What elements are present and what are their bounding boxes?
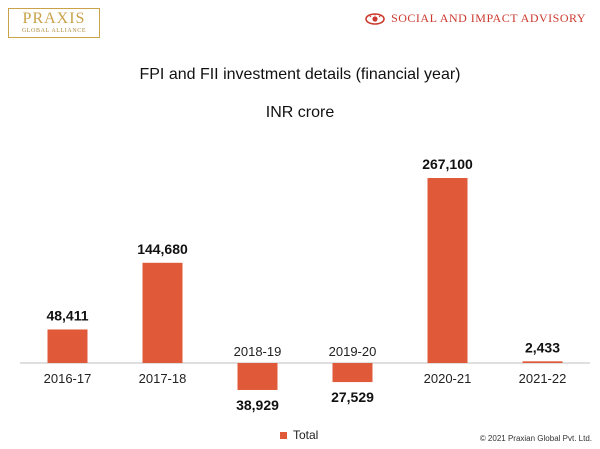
value-label-2018-19: 38,929 [236, 397, 279, 413]
advisory-text: SOCIAL AND IMPACT ADVISORY [391, 11, 586, 25]
value-label-2020-21: 267,100 [422, 156, 473, 172]
copyright: © 2021 Praxian Global Pvt. Ltd. [479, 434, 592, 443]
bar-2021-22 [522, 361, 563, 363]
value-label-2017-18: 144,680 [137, 241, 188, 257]
value-label-2016-17: 48,411 [46, 307, 88, 323]
legend-swatch [280, 431, 287, 439]
eye-icon [365, 12, 385, 25]
legend: Total [280, 428, 318, 442]
bar-2017-18 [142, 262, 183, 363]
chart-subtitle: INR crore [265, 104, 335, 121]
logo-main-text: PRAXIS [22, 10, 86, 27]
category-label-2019-20: 2019-20 [329, 344, 377, 359]
bar-2019-20 [332, 363, 373, 383]
category-label-2020-21: 2020-21 [424, 371, 472, 386]
logo-sub-text: GLOBAL ALLIANCE [21, 28, 87, 34]
category-label-2018-19: 2018-19 [234, 344, 282, 359]
bar-2016-17 [47, 329, 88, 363]
category-label-2021-22: 2021-22 [519, 371, 567, 386]
category-label-2016-17: 2016-17 [44, 371, 92, 386]
bar-2020-21 [427, 178, 468, 363]
bar-2018-19 [237, 363, 278, 390]
value-label-2021-22: 2,433 [525, 339, 560, 355]
chart-title: FPI and FII investment details (financia… [139, 66, 461, 83]
praxis-logo: PRAXIS GLOBAL ALLIANCE [8, 8, 100, 38]
advisory-brand: SOCIAL AND IMPACT ADVISORY [365, 11, 586, 26]
value-label-2019-20: 27,529 [331, 389, 374, 405]
legend-label: Total [293, 428, 319, 442]
category-label-2017-18: 2017-18 [139, 371, 187, 386]
